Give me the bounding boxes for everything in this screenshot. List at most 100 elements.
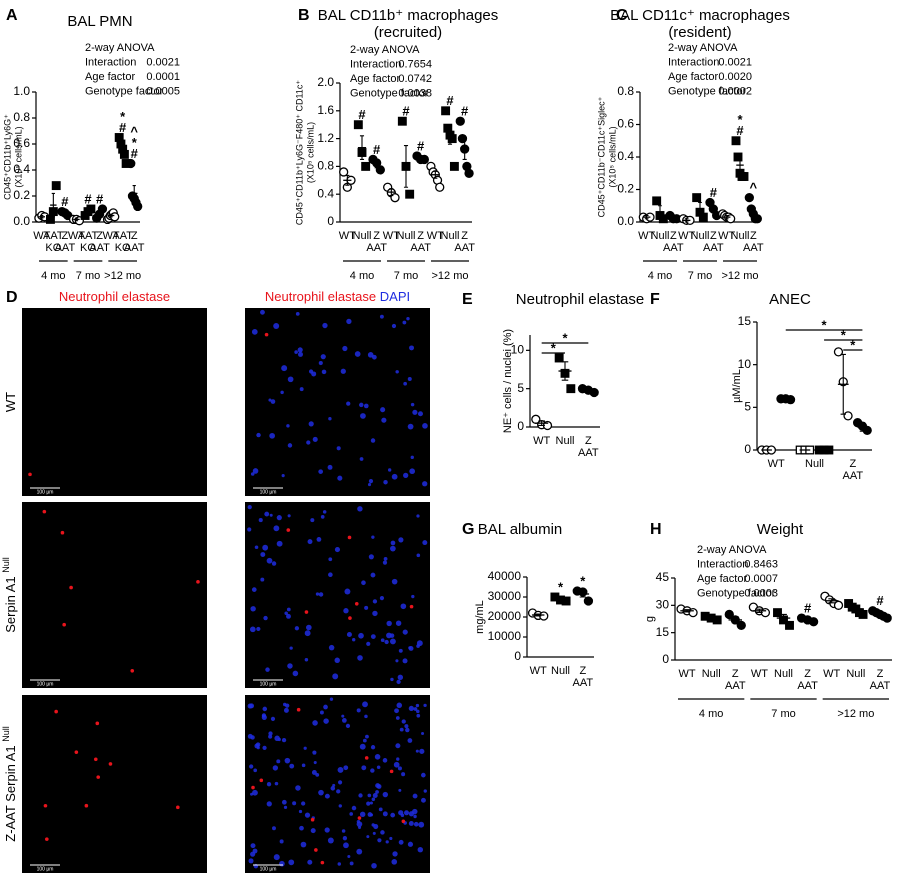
x-tick-label: Null bbox=[353, 230, 372, 242]
panel-letter: H bbox=[650, 521, 662, 538]
x-tick-label: Z bbox=[710, 230, 717, 242]
nucleus bbox=[356, 819, 361, 824]
nucleus bbox=[284, 611, 288, 616]
error-bar bbox=[644, 214, 649, 220]
error-bar bbox=[433, 170, 438, 179]
anova-title: 2-way ANOVA bbox=[668, 42, 738, 54]
nucleus bbox=[356, 708, 361, 713]
nucleus bbox=[413, 821, 419, 827]
nucleus bbox=[258, 518, 263, 523]
x-tick-label: Z bbox=[877, 668, 884, 680]
nucleus bbox=[307, 539, 313, 545]
chart-title: BAL PMN bbox=[67, 13, 132, 30]
nucleus bbox=[395, 716, 400, 720]
nucleus bbox=[371, 535, 375, 539]
nucleus bbox=[398, 810, 404, 816]
nucleus bbox=[292, 670, 299, 677]
nucleus bbox=[398, 788, 402, 792]
data-point bbox=[119, 149, 129, 159]
elastase-signal bbox=[264, 332, 269, 337]
nucleus bbox=[371, 823, 375, 827]
nucleus bbox=[270, 716, 276, 722]
micrograph bbox=[22, 695, 207, 873]
error-bar bbox=[418, 156, 423, 160]
x-tick-label: WT bbox=[638, 230, 655, 242]
elastase-signal bbox=[54, 709, 58, 714]
nucleus bbox=[279, 839, 284, 844]
data-point bbox=[736, 620, 746, 631]
nucleus bbox=[372, 599, 378, 604]
nucleus bbox=[315, 592, 320, 596]
nucleus bbox=[328, 572, 333, 578]
anova-factor: Interaction bbox=[697, 558, 748, 570]
nucleus bbox=[312, 750, 317, 755]
nucleus bbox=[408, 646, 412, 650]
nucleus bbox=[379, 596, 385, 601]
nucleus bbox=[268, 734, 273, 739]
nucleus bbox=[370, 634, 376, 639]
nucleus bbox=[368, 554, 374, 560]
nucleus bbox=[323, 704, 328, 710]
nucleus bbox=[266, 782, 272, 787]
y-axis-label: CD45⁺CD11b⁺Ly6G⁻F480⁺ CD11c⁺ bbox=[294, 80, 304, 225]
y-tick-label: 0 bbox=[327, 214, 334, 228]
data-point bbox=[133, 201, 143, 212]
x-tick-label: AAT bbox=[743, 242, 764, 254]
nucleus bbox=[306, 440, 311, 445]
y-axis-label: CD45⁺CD11b⁺Ly6G⁺ bbox=[2, 114, 12, 200]
nucleus bbox=[298, 809, 303, 814]
y-axis-label: mg/mL bbox=[474, 600, 486, 634]
nucleus bbox=[308, 369, 314, 374]
y-axis-label: (X10⁵ cells/mL) bbox=[607, 126, 617, 187]
elastase-signal bbox=[196, 580, 200, 584]
elastase-signal bbox=[93, 757, 98, 762]
nucleus bbox=[421, 731, 425, 736]
nucleus bbox=[281, 737, 287, 743]
nucleus bbox=[286, 424, 290, 428]
y-tick-label: 0 bbox=[744, 442, 751, 456]
nucleus bbox=[359, 743, 366, 750]
nucleus bbox=[346, 318, 352, 325]
nucleus bbox=[279, 860, 285, 867]
x-tick-label: AAT bbox=[112, 230, 133, 242]
anova-factor: Genotype factor bbox=[85, 85, 164, 97]
nucleus bbox=[391, 578, 398, 585]
nucleus bbox=[361, 765, 367, 771]
nucleus bbox=[256, 626, 261, 632]
nucleus bbox=[403, 472, 409, 479]
row-label: WT bbox=[3, 392, 18, 412]
nucleus bbox=[249, 626, 256, 633]
nucleus bbox=[397, 766, 402, 771]
x-tick-label: KO bbox=[45, 242, 61, 254]
nucleus bbox=[304, 812, 311, 818]
group-label: >12 mo bbox=[837, 708, 874, 720]
nucleus bbox=[411, 594, 415, 599]
nucleus bbox=[401, 719, 406, 724]
error-bar bbox=[86, 208, 90, 215]
anova-p-value: 0.0001 bbox=[146, 71, 180, 83]
group-label: 4 mo bbox=[648, 270, 672, 282]
nucleus bbox=[260, 552, 266, 558]
nucleus bbox=[280, 390, 284, 395]
nucleus bbox=[406, 316, 410, 321]
x-tick-label: WT bbox=[33, 230, 50, 242]
y-tick-label: 0 bbox=[514, 649, 521, 663]
error-bar bbox=[756, 608, 763, 613]
anova-p-value: 0.0005 bbox=[146, 85, 180, 97]
x-tick-label: AAT bbox=[55, 242, 76, 254]
elastase-signal bbox=[310, 817, 315, 822]
error-bar bbox=[724, 214, 729, 220]
x-tick-label: Z bbox=[62, 230, 69, 242]
nucleus bbox=[250, 843, 256, 849]
y-tick-label: 30000 bbox=[488, 589, 522, 603]
nucleus bbox=[395, 620, 402, 626]
nucleus bbox=[249, 703, 255, 709]
nucleus bbox=[368, 479, 374, 484]
nucleus bbox=[260, 309, 265, 315]
chart-title: BAL albumin bbox=[478, 521, 563, 538]
elastase-signal bbox=[357, 816, 362, 820]
elastase-signal bbox=[320, 860, 325, 865]
x-tick-label: AAT bbox=[89, 242, 110, 254]
error-bar bbox=[462, 138, 467, 160]
nucleus bbox=[304, 658, 309, 662]
